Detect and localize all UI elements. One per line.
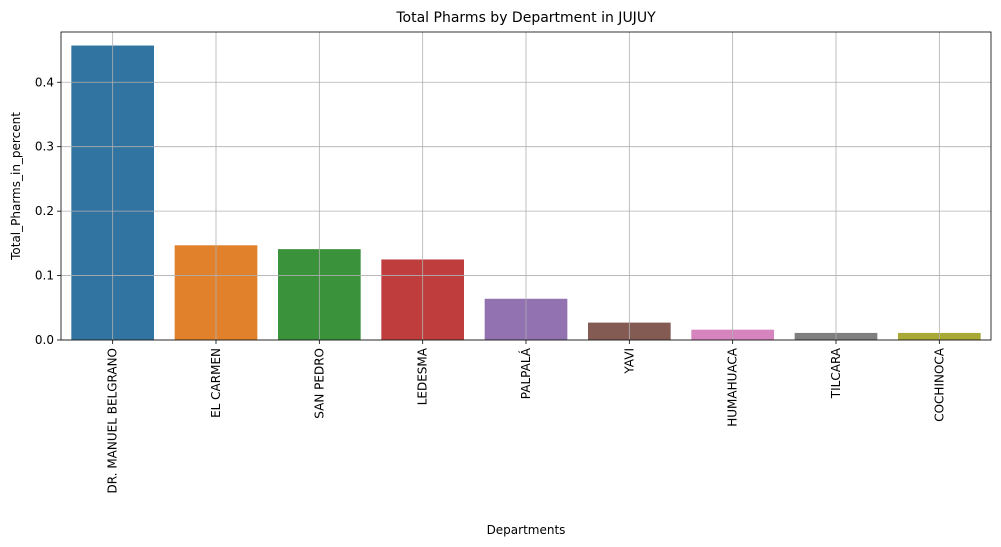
y-tick-label-0: 0.0 xyxy=(35,333,54,347)
x-tick-label-1: EL CARMEN xyxy=(209,348,223,418)
x-tick-label-6: HUMAHUACA xyxy=(726,347,740,427)
y-tick-label-3: 0.3 xyxy=(35,140,54,154)
x-axis-label: Departments xyxy=(487,523,566,537)
x-tick-label-0: DR. MANUEL BELGRANO xyxy=(106,348,120,493)
y-tick-label-4: 0.4 xyxy=(35,75,54,89)
chart-title: Total Pharms by Department in JUJUY xyxy=(395,10,656,26)
x-tick-label-2: SAN PEDRO xyxy=(312,348,326,419)
x-tick-label-5: YAVI xyxy=(622,348,636,375)
y-tick-label-2: 0.2 xyxy=(35,204,54,218)
x-tick-label-8: COCHINOCA xyxy=(932,347,946,422)
x-tick-label-7: TILCARA xyxy=(829,347,843,399)
y-tick-label-1: 0.1 xyxy=(35,269,54,283)
y-axis-label: Total_Pharms_in_percent xyxy=(9,112,23,261)
y-axis: 0.0 0.1 0.2 0.3 0.4 xyxy=(35,75,61,347)
x-axis: DR. MANUEL BELGRANO EL CARMEN SAN PEDRO LED… xyxy=(106,340,946,493)
x-tick-label-3: LEDESMA xyxy=(416,347,430,405)
x-tick-label-4: PALPALÁ xyxy=(518,347,533,399)
